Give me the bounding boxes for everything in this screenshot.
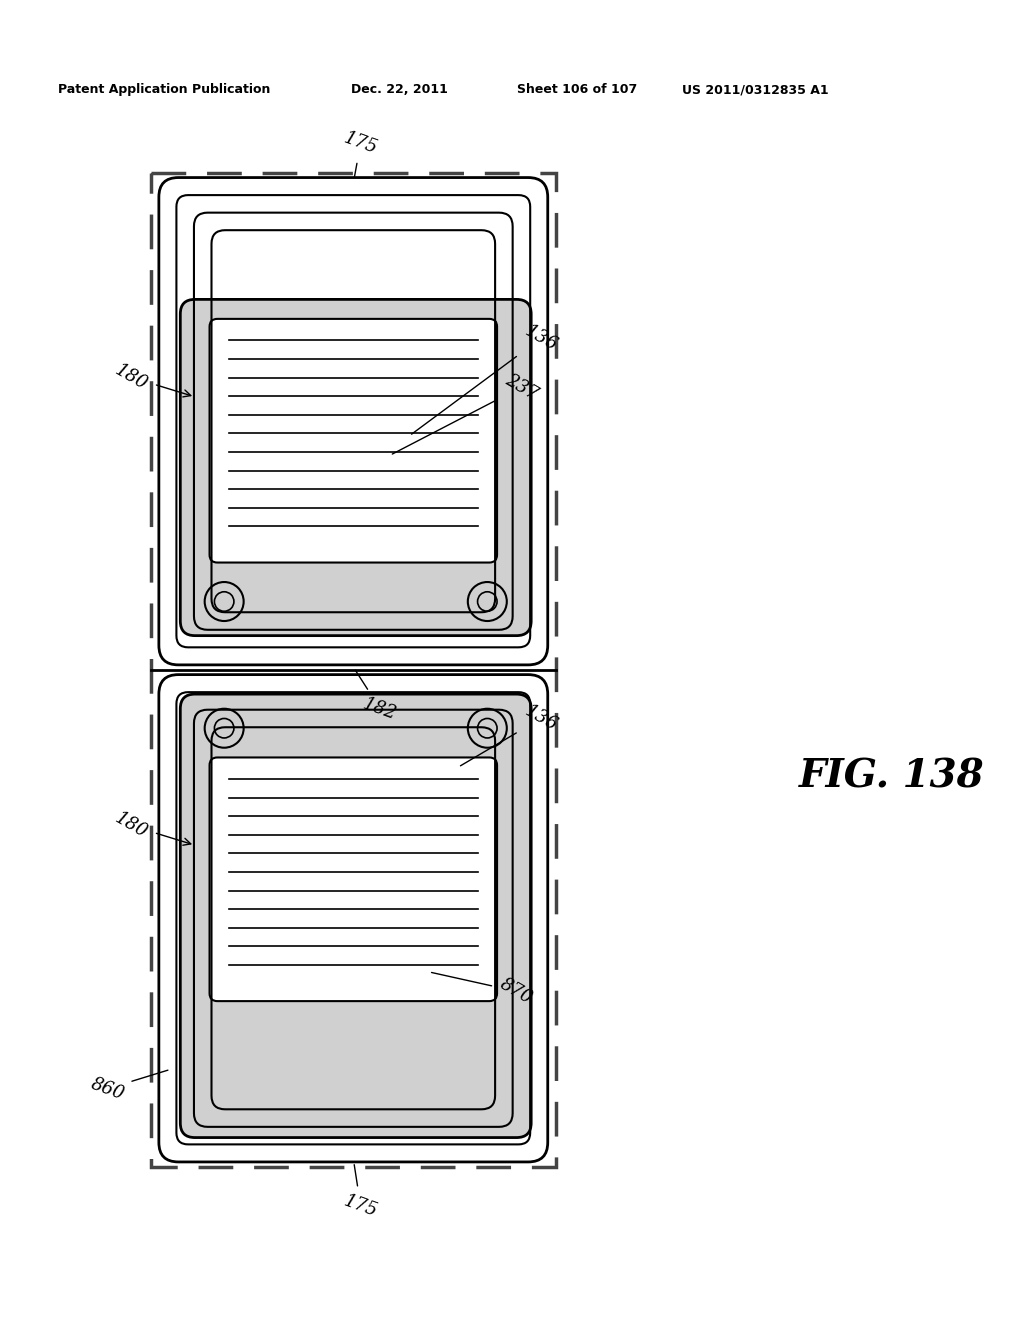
Text: 136: 136 <box>461 702 560 766</box>
Text: 237: 237 <box>392 371 541 454</box>
Text: Sheet 106 of 107: Sheet 106 of 107 <box>516 83 637 96</box>
Text: 175: 175 <box>341 129 380 178</box>
Text: 180: 180 <box>113 360 190 397</box>
Text: 175: 175 <box>341 1164 380 1220</box>
Text: 870: 870 <box>431 973 536 1007</box>
Text: Dec. 22, 2011: Dec. 22, 2011 <box>351 83 447 96</box>
Text: 180: 180 <box>113 809 190 845</box>
Text: FIG. 138: FIG. 138 <box>799 758 985 796</box>
FancyBboxPatch shape <box>210 319 497 562</box>
Text: 136: 136 <box>412 322 560 434</box>
FancyBboxPatch shape <box>180 694 531 1138</box>
Text: Patent Application Publication: Patent Application Publication <box>58 83 271 96</box>
Text: 182: 182 <box>355 671 399 723</box>
Text: 860: 860 <box>88 1071 168 1104</box>
FancyBboxPatch shape <box>210 758 497 1001</box>
FancyBboxPatch shape <box>180 300 531 636</box>
Text: US 2011/0312835 A1: US 2011/0312835 A1 <box>682 83 828 96</box>
